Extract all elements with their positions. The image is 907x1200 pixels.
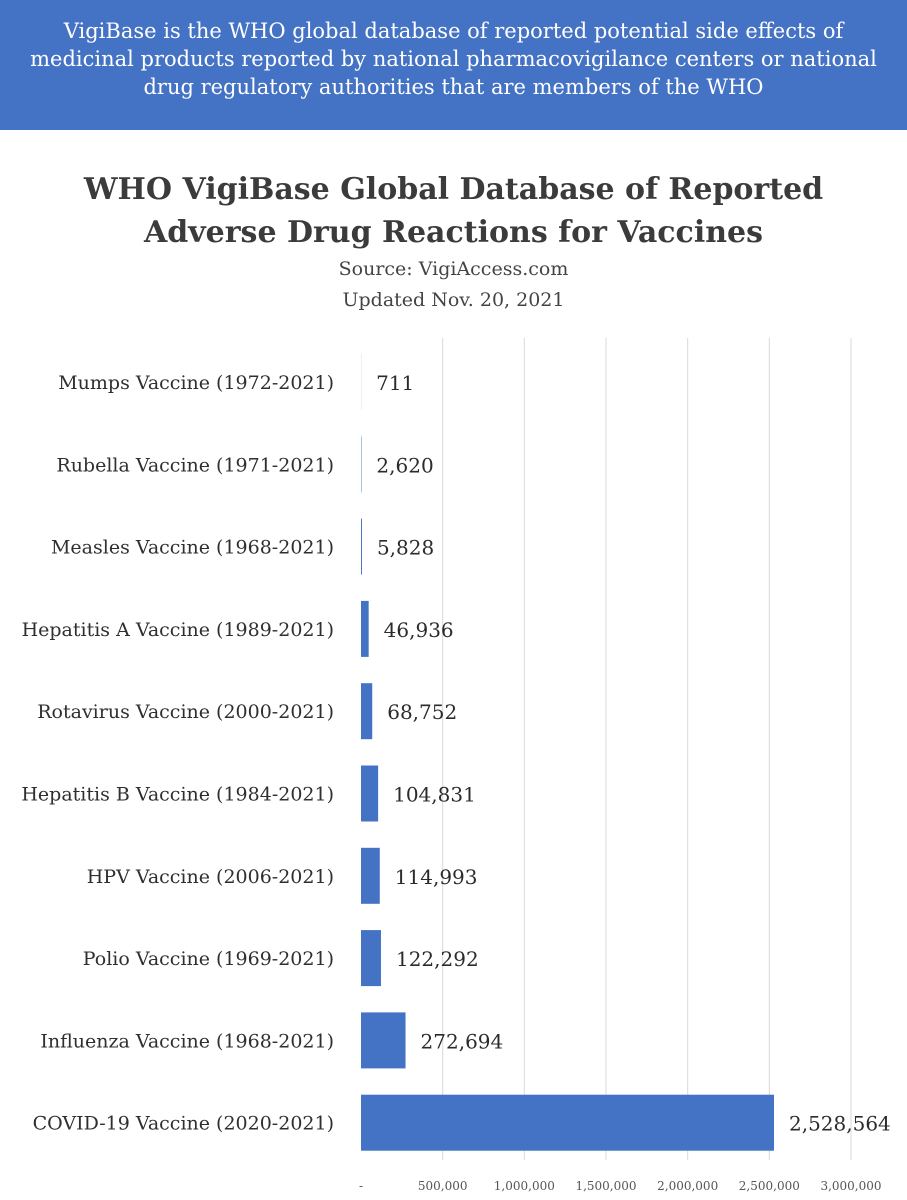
category-label: Hepatitis B Vaccine (1984-2021) <box>21 784 334 806</box>
data-label: 46,936 <box>384 618 454 642</box>
category-label: Measles Vaccine (1968-2021) <box>51 537 334 559</box>
data-label: 2,620 <box>376 453 433 477</box>
bar <box>361 1094 774 1151</box>
bar <box>361 518 362 575</box>
bar <box>361 765 379 822</box>
category-label: Influenza Vaccine (1968-2021) <box>40 1030 334 1052</box>
banner-text: VigiBase is the WHO global database of r… <box>30 19 877 99</box>
data-label: 68,752 <box>387 700 457 724</box>
category-label: Mumps Vaccine (1972-2021) <box>58 372 334 394</box>
info-banner: VigiBase is the WHO global database of r… <box>0 0 907 130</box>
bar <box>361 600 369 657</box>
data-label: 2,528,564 <box>789 1112 891 1136</box>
bar <box>361 847 380 904</box>
data-label: 104,831 <box>393 783 476 807</box>
chart-title-line-1: WHO VigiBase Global Database of Reported <box>83 172 824 207</box>
data-label: 122,292 <box>396 947 479 971</box>
category-label: Polio Vaccine (1969-2021) <box>83 948 334 970</box>
bar <box>361 930 381 987</box>
data-label: 711 <box>376 371 414 395</box>
data-label: 272,694 <box>421 1029 504 1053</box>
category-label: Rubella Vaccine (1971-2021) <box>56 454 334 476</box>
bar <box>361 683 373 740</box>
x-tick-label: 2,500,000 <box>739 1179 800 1193</box>
data-label: 114,993 <box>395 865 478 889</box>
category-label: HPV Vaccine (2006-2021) <box>87 866 334 888</box>
x-tick-label: - <box>359 1179 363 1193</box>
chart-title-line-2: Adverse Drug Reactions for Vaccines <box>143 215 764 250</box>
x-tick-label: 1,500,000 <box>575 1179 636 1193</box>
category-label: Hepatitis A Vaccine (1989-2021) <box>22 619 334 641</box>
chart-updated: Updated Nov. 20, 2021 <box>342 289 565 311</box>
x-tick-label: 1,000,000 <box>494 1179 555 1193</box>
chart-header: WHO VigiBase Global Database of Reported… <box>0 168 907 316</box>
x-tick-label: 2,000,000 <box>657 1179 718 1193</box>
x-tick-label: 3,000,000 <box>820 1179 881 1193</box>
data-label: 5,828 <box>377 536 434 560</box>
chart-source: Source: VigiAccess.com <box>338 258 569 280</box>
category-label: Rotavirus Vaccine (2000-2021) <box>37 701 334 723</box>
x-tick-label: 500,000 <box>418 1179 468 1193</box>
bar <box>361 1012 406 1069</box>
category-label: COVID-19 Vaccine (2020-2021) <box>33 1113 334 1135</box>
